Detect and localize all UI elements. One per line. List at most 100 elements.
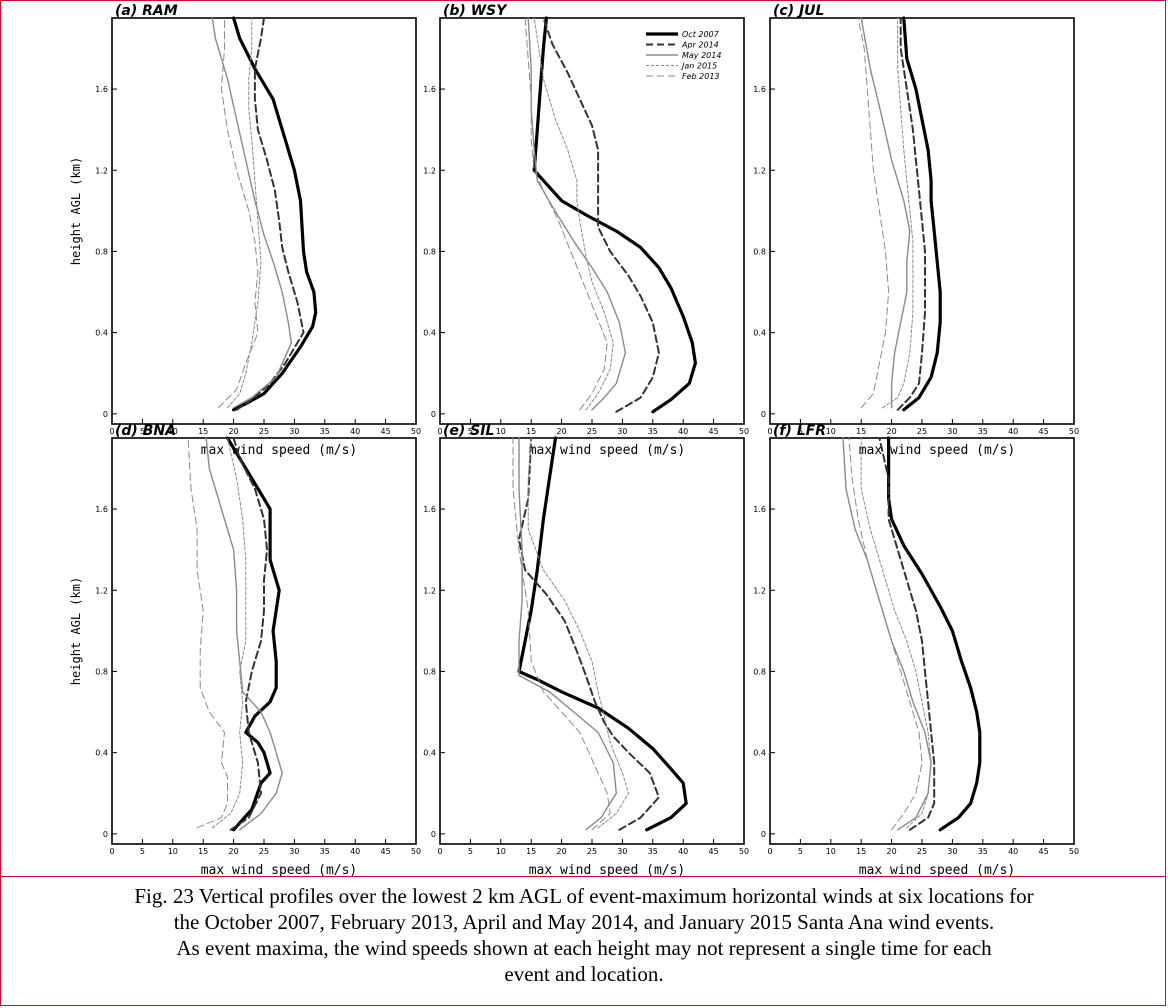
x-tick-label: 0 xyxy=(767,427,772,436)
x-tick-label: 35 xyxy=(320,427,330,436)
y-axis-label: height AGL (km) xyxy=(69,157,83,265)
panel-title: (a) RAM xyxy=(115,3,178,19)
series-line-may-2014 xyxy=(205,437,283,831)
y-tick-label: 0.8 xyxy=(423,247,436,256)
x-tick-label: 35 xyxy=(648,427,658,436)
y-tick-label: 0.4 xyxy=(95,329,108,338)
caption-line-1: Fig. 23 Vertical profiles over the lowes… xyxy=(134,884,1034,908)
x-tick-label: 25 xyxy=(259,427,269,436)
y-tick-label: 1.6 xyxy=(423,85,436,94)
series-line-feb-2013 xyxy=(857,17,890,409)
series-line-oct-2007 xyxy=(532,16,697,414)
series-line-feb-2013 xyxy=(217,17,259,409)
series-line-may-2014 xyxy=(527,17,627,411)
y-tick-label: 1.6 xyxy=(423,505,436,514)
y-tick-label: 1.2 xyxy=(95,166,108,175)
x-tick-label: 35 xyxy=(320,847,330,856)
x-tick-label: 50 xyxy=(739,427,749,436)
legend-label: Apr 2014 xyxy=(681,41,719,50)
legend-label: May 2014 xyxy=(682,51,721,60)
x-tick-label: 10 xyxy=(496,427,506,436)
x-tick-label: 30 xyxy=(617,427,627,436)
x-tick-label: 30 xyxy=(617,847,627,856)
x-tick-label: 15 xyxy=(198,847,208,856)
x-tick-label: 50 xyxy=(411,847,421,856)
x-tick-label: 45 xyxy=(381,427,391,436)
y-tick-label: 1.2 xyxy=(753,586,766,595)
x-tick-label: 20 xyxy=(557,427,567,436)
legend-label: Oct 2007 xyxy=(682,30,720,39)
y-tick-label: 1.6 xyxy=(753,505,766,514)
y-tick-label: 1.2 xyxy=(423,166,436,175)
x-tick-label: 45 xyxy=(1039,847,1049,856)
x-tick-label: 25 xyxy=(587,427,597,436)
panel-title: (d) BNA xyxy=(115,423,176,439)
plot-area-frame xyxy=(1,1,1165,877)
y-tick-label: 0.8 xyxy=(423,667,436,676)
x-tick-label: 15 xyxy=(856,847,866,856)
y-tick-label: 0.4 xyxy=(95,749,108,758)
x-tick-label: 50 xyxy=(739,847,749,856)
series-line-feb-2013 xyxy=(848,437,923,831)
y-tick-label: 0.4 xyxy=(753,749,766,758)
x-tick-label: 40 xyxy=(1008,427,1018,436)
panel-title: (c) JUL xyxy=(773,3,824,19)
caption-line-2: the October 2007, February 2013, April a… xyxy=(173,910,995,934)
series-line-feb-2013 xyxy=(512,437,611,831)
series-line-oct-2007 xyxy=(232,16,318,412)
x-tick-label: 30 xyxy=(289,847,299,856)
y-tick-label: 0 xyxy=(761,830,766,839)
x-tick-label: 45 xyxy=(1039,427,1049,436)
x-tick-label: 45 xyxy=(381,847,391,856)
x-tick-label: 10 xyxy=(826,427,836,436)
x-axis-label: max wind speed (m/s) xyxy=(529,863,686,878)
y-tick-label: 0.8 xyxy=(753,247,766,256)
y-tick-label: 0.4 xyxy=(423,749,436,758)
series-line-jan-2015 xyxy=(527,437,629,829)
series-line-apr-2014 xyxy=(896,17,926,411)
x-tick-label: 20 xyxy=(557,847,567,856)
x-tick-label: 15 xyxy=(198,427,208,436)
x-tick-label: 0 xyxy=(109,427,114,436)
y-axis-label: height AGL (km) xyxy=(69,577,83,685)
series-line-oct-2007 xyxy=(902,16,942,412)
x-tick-label: 30 xyxy=(947,847,957,856)
x-tick-label: 45 xyxy=(709,427,719,436)
panel-c-jul: 0 5 10 15 20 25 30 35 40 45 50 0 0.4 0.8 1.2 1.6 (c) JUL… xyxy=(753,3,1079,458)
y-tick-label: 0.8 xyxy=(95,667,108,676)
x-tick-label: 40 xyxy=(1008,847,1018,856)
x-tick-label: 20 xyxy=(229,427,239,436)
y-tick-label: 0.4 xyxy=(423,329,436,338)
x-tick-label: 40 xyxy=(350,427,360,436)
y-tick-label: 1.6 xyxy=(95,505,108,514)
y-tick-label: 0.8 xyxy=(753,667,766,676)
panel-frame xyxy=(769,17,1075,425)
y-tick-label: 0 xyxy=(103,410,108,419)
x-tick-label: 0 xyxy=(437,427,442,436)
x-tick-label: 15 xyxy=(526,847,536,856)
x-tick-label: 15 xyxy=(526,427,536,436)
x-tick-label: 50 xyxy=(411,427,421,436)
series-line-jan-2015 xyxy=(211,437,247,829)
series-line-jan-2015 xyxy=(533,17,614,411)
x-axis-label: max wind speed (m/s) xyxy=(859,443,1016,458)
y-tick-label: 0.8 xyxy=(95,247,108,256)
caption-line-3: As event maxima, the wind speeds shown a… xyxy=(176,936,992,960)
x-tick-label: 5 xyxy=(468,847,473,856)
series-line-jan-2015 xyxy=(227,17,262,409)
figure-caption: Fig. 23 Vertical profiles over the lowes… xyxy=(24,883,1144,987)
x-axis-label: max wind speed (m/s) xyxy=(201,863,358,878)
series-line-oct-2007 xyxy=(517,436,688,832)
x-tick-label: 30 xyxy=(947,427,957,436)
x-tick-label: 45 xyxy=(709,847,719,856)
x-tick-label: 25 xyxy=(587,847,597,856)
panel-b-wsy: 0 5 10 15 20 25 30 35 40 45 50 0 0.4 0.8 1.2 1.6 (b) WSY… xyxy=(423,3,749,458)
y-tick-label: 0 xyxy=(431,830,436,839)
series-line-may-2014 xyxy=(518,437,617,831)
series-line-jan-2015 xyxy=(882,17,914,409)
panel-frame xyxy=(439,437,745,845)
series-line-oct-2007 xyxy=(225,436,281,832)
